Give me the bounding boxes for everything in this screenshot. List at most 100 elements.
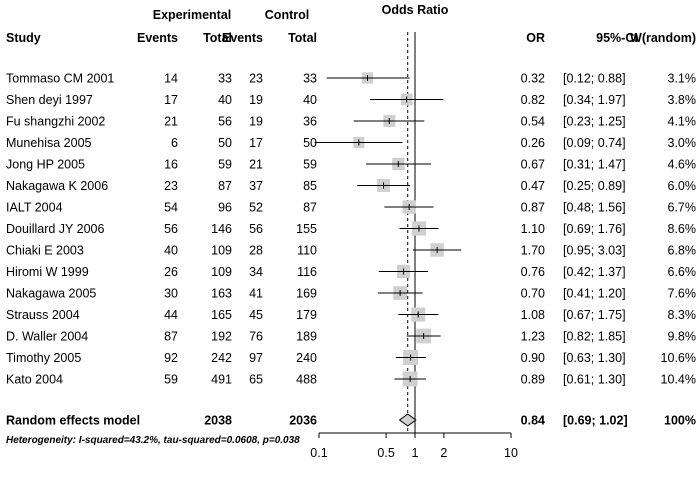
summary-or: 0.84 <box>521 414 545 428</box>
ci-value: [0.69; 1.76] <box>563 222 626 236</box>
total-experimental: 146 <box>211 222 232 236</box>
total-control: 488 <box>296 373 317 387</box>
ci-value: [0.25; 0.89] <box>563 179 626 193</box>
or-value: 0.82 <box>521 93 545 107</box>
summary-ci: [0.69; 1.02] <box>563 414 628 428</box>
events-experimental: 87 <box>164 330 178 344</box>
total-control: 110 <box>297 244 317 258</box>
or-value: 0.70 <box>521 287 545 301</box>
events-experimental: 14 <box>164 72 178 86</box>
or-value: 0.54 <box>521 115 545 129</box>
events-control: 19 <box>249 115 263 129</box>
total-control: 169 <box>296 287 317 301</box>
events-control: 65 <box>249 373 263 387</box>
weight-value: 3.0% <box>668 136 697 150</box>
ci-value: [0.48; 1.56] <box>563 201 626 215</box>
or-value: 1.23 <box>521 330 545 344</box>
chart-title: Odds Ratio <box>382 3 449 17</box>
total-experimental: 96 <box>218 201 232 215</box>
events-experimental: 21 <box>164 115 178 129</box>
study-name: Jong HP 2005 <box>6 158 85 172</box>
summary-diamond <box>398 413 417 427</box>
study-name: Nakagawa 2005 <box>6 287 96 301</box>
total-control: 87 <box>303 201 317 215</box>
weight-value: 8.3% <box>668 308 697 322</box>
ci-value: [0.42; 1.37] <box>563 265 626 279</box>
total-experimental: 165 <box>211 308 232 322</box>
x-axis-tick-label: 0.1 <box>310 446 327 460</box>
ci-value: [0.12; 0.88] <box>563 72 626 86</box>
or-value: 0.87 <box>521 201 545 215</box>
total-control: 155 <box>296 222 317 236</box>
total-experimental: 109 <box>211 244 232 258</box>
events-experimental: 30 <box>164 287 178 301</box>
header-total-experimental: Total <box>203 31 232 45</box>
weight-value: 8.6% <box>668 222 697 236</box>
x-axis-tick-label: 0.5 <box>377 446 394 460</box>
events-control: 97 <box>249 351 263 365</box>
summary-total-control: 2036 <box>289 414 317 428</box>
study-name: Shen deyi 1997 <box>6 93 93 107</box>
or-value: 0.32 <box>521 72 545 86</box>
or-value: 1.70 <box>521 244 545 258</box>
or-value: 0.47 <box>521 179 545 193</box>
x-axis-tick-label: 10 <box>504 446 518 460</box>
events-experimental: 92 <box>164 351 178 365</box>
total-experimental: 192 <box>211 330 232 344</box>
study-name: Hiromi W 1999 <box>6 265 89 279</box>
total-control: 85 <box>303 179 317 193</box>
ci-value: [0.82; 1.85] <box>563 330 626 344</box>
or-value: 0.26 <box>521 136 545 150</box>
total-experimental: 56 <box>218 115 232 129</box>
total-control: 36 <box>303 115 317 129</box>
events-experimental: 26 <box>164 265 178 279</box>
total-experimental: 109 <box>211 265 232 279</box>
or-value: 0.67 <box>521 158 545 172</box>
total-control: 59 <box>303 158 317 172</box>
header-experimental: Experimental <box>153 8 232 22</box>
total-control: 189 <box>296 330 317 344</box>
study-name: Munehisa 2005 <box>6 136 92 150</box>
total-experimental: 87 <box>218 179 232 193</box>
or-value: 1.10 <box>521 222 545 236</box>
events-control: 41 <box>249 287 263 301</box>
ci-value: [0.63; 1.30] <box>563 351 626 365</box>
ci-value: [0.67; 1.75] <box>563 308 626 322</box>
events-control: 19 <box>249 93 263 107</box>
total-control: 50 <box>303 136 317 150</box>
ci-value: [0.61; 1.30] <box>563 373 626 387</box>
events-control: 37 <box>249 179 263 193</box>
header-weight: W(random) <box>630 31 696 45</box>
events-experimental: 59 <box>164 373 178 387</box>
events-control: 45 <box>249 308 263 322</box>
total-control: 116 <box>297 265 317 279</box>
events-control: 21 <box>249 158 263 172</box>
events-experimental: 54 <box>164 201 178 215</box>
events-experimental: 40 <box>164 244 178 258</box>
or-value: 0.90 <box>521 351 545 365</box>
header-events-experimental: Events <box>137 31 178 45</box>
header-study: Study <box>6 31 41 45</box>
weight-value: 4.6% <box>668 158 697 172</box>
events-experimental: 23 <box>164 179 178 193</box>
events-control: 23 <box>249 72 263 86</box>
events-experimental: 44 <box>164 308 178 322</box>
weight-value: 9.8% <box>668 330 697 344</box>
weight-value: 10.6% <box>661 351 696 365</box>
ci-value: [0.95; 3.03] <box>563 244 626 258</box>
total-experimental: 59 <box>218 158 232 172</box>
events-experimental: 17 <box>164 93 178 107</box>
ci-value: [0.31; 1.47] <box>563 158 626 172</box>
x-axis-tick-label: 2 <box>440 446 447 460</box>
or-value: 0.89 <box>521 373 545 387</box>
or-value: 0.76 <box>521 265 545 279</box>
ci-value: [0.41; 1.20] <box>563 287 626 301</box>
study-name: Chiaki E 2003 <box>6 244 84 258</box>
study-name: IALT 2004 <box>6 201 63 215</box>
events-control: 52 <box>249 201 263 215</box>
events-experimental: 6 <box>171 136 178 150</box>
total-experimental: 33 <box>218 72 232 86</box>
weight-value: 10.4% <box>661 373 696 387</box>
study-name: Timothy 2005 <box>6 351 81 365</box>
total-control: 179 <box>296 308 317 322</box>
